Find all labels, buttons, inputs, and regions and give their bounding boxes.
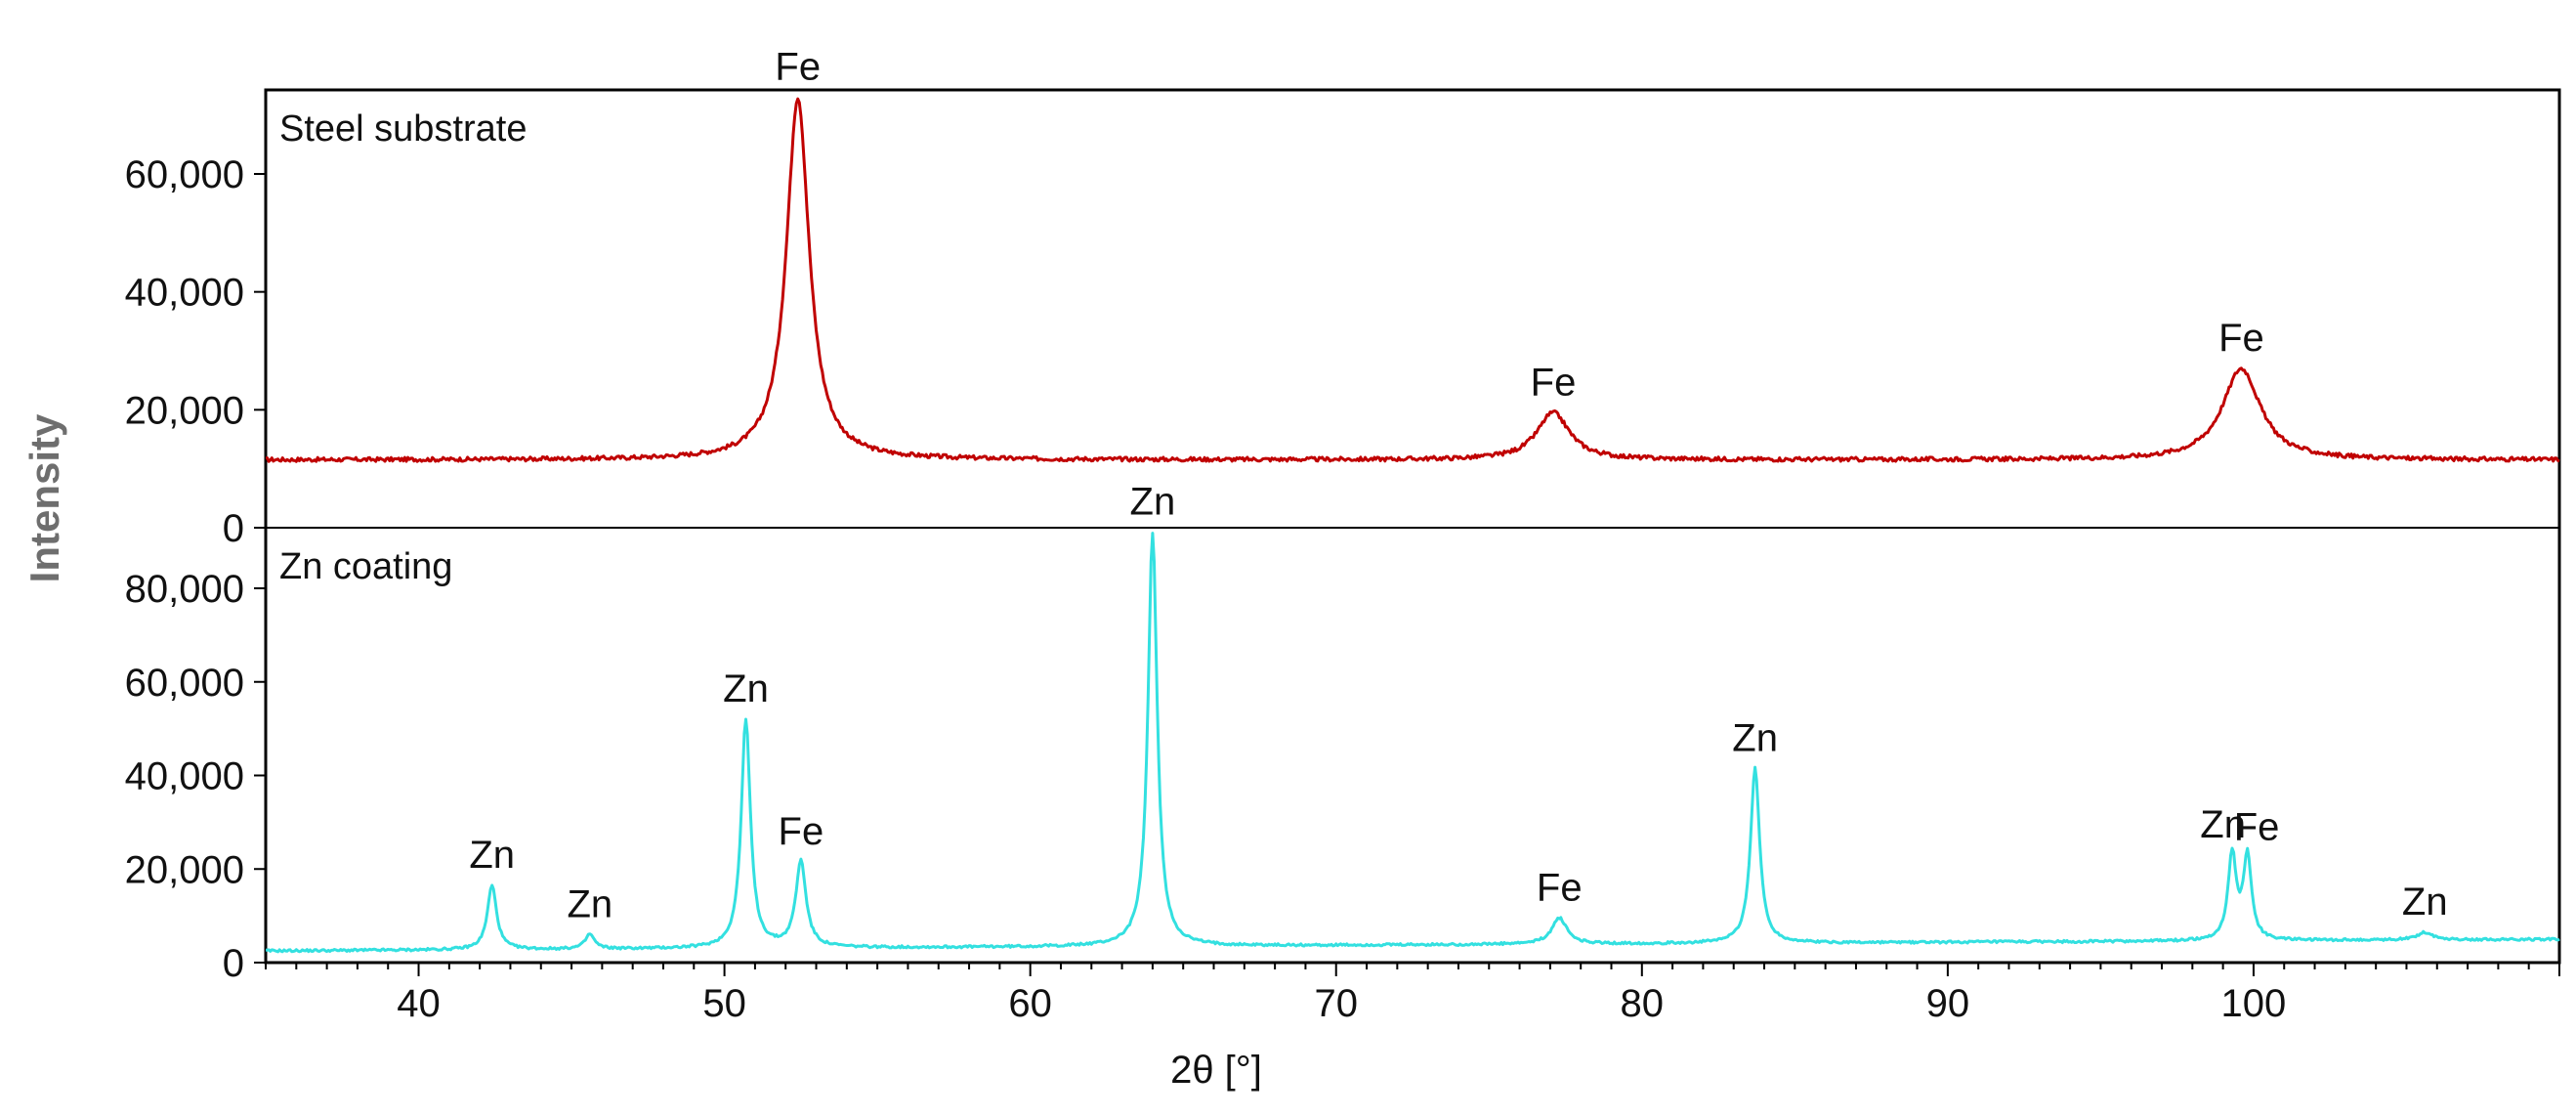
x-tick-label: 50: [702, 982, 746, 1025]
x-tick-label: 100: [2221, 982, 2287, 1025]
y-tick-label: 80,000: [125, 568, 244, 611]
x-tick-label: 40: [397, 982, 441, 1025]
peak-label: Zn: [568, 882, 613, 925]
peak-label: Zn: [469, 834, 515, 877]
peak-label: Zn: [2402, 881, 2448, 924]
y-tick-label: 20,000: [125, 848, 244, 891]
peak-label: Zn: [723, 667, 769, 710]
peak-label: Fe: [1531, 361, 1577, 404]
y-tick-label: 40,000: [125, 272, 244, 315]
x-tick-label: 90: [1926, 982, 1970, 1025]
y-tick-label: 0: [223, 942, 244, 985]
steel-substrate-line: [265, 97, 2560, 463]
panel-title: Zn coating: [279, 546, 452, 587]
peak-label: Zn: [1130, 481, 1176, 524]
x-tick-label: 70: [1314, 982, 1358, 1025]
x-axis-title: 2θ [°]: [1170, 1049, 1262, 1092]
peak-label: Fe: [775, 46, 821, 89]
y-tick-label: 20,000: [125, 389, 244, 432]
peak-label: Zn: [2200, 803, 2246, 846]
plot-frame: [264, 88, 2561, 965]
y-tick-label: 0: [223, 507, 244, 550]
x-tick-label: 80: [1621, 982, 1665, 1025]
peak-label: Fe: [2234, 805, 2280, 848]
y-tick-label: 60,000: [125, 662, 244, 705]
peak-label: Fe: [779, 810, 824, 853]
peak-label: Zn: [1732, 716, 1778, 759]
y-tick-label: 60,000: [125, 153, 244, 196]
peak-label: Fe: [2218, 317, 2264, 360]
y-axis-title: Intensity: [21, 413, 67, 582]
peak-label: Fe: [1537, 867, 1583, 910]
x-tick-label: 60: [1008, 982, 1052, 1025]
zn-coating-line: [265, 532, 2560, 954]
y-tick-label: 40,000: [125, 755, 244, 798]
panel-title: Steel substrate: [279, 108, 527, 150]
plot-layer: 40 50 60 70 80 90 100 0 20,000 40,000 60,000 Steel …: [125, 46, 2561, 1025]
